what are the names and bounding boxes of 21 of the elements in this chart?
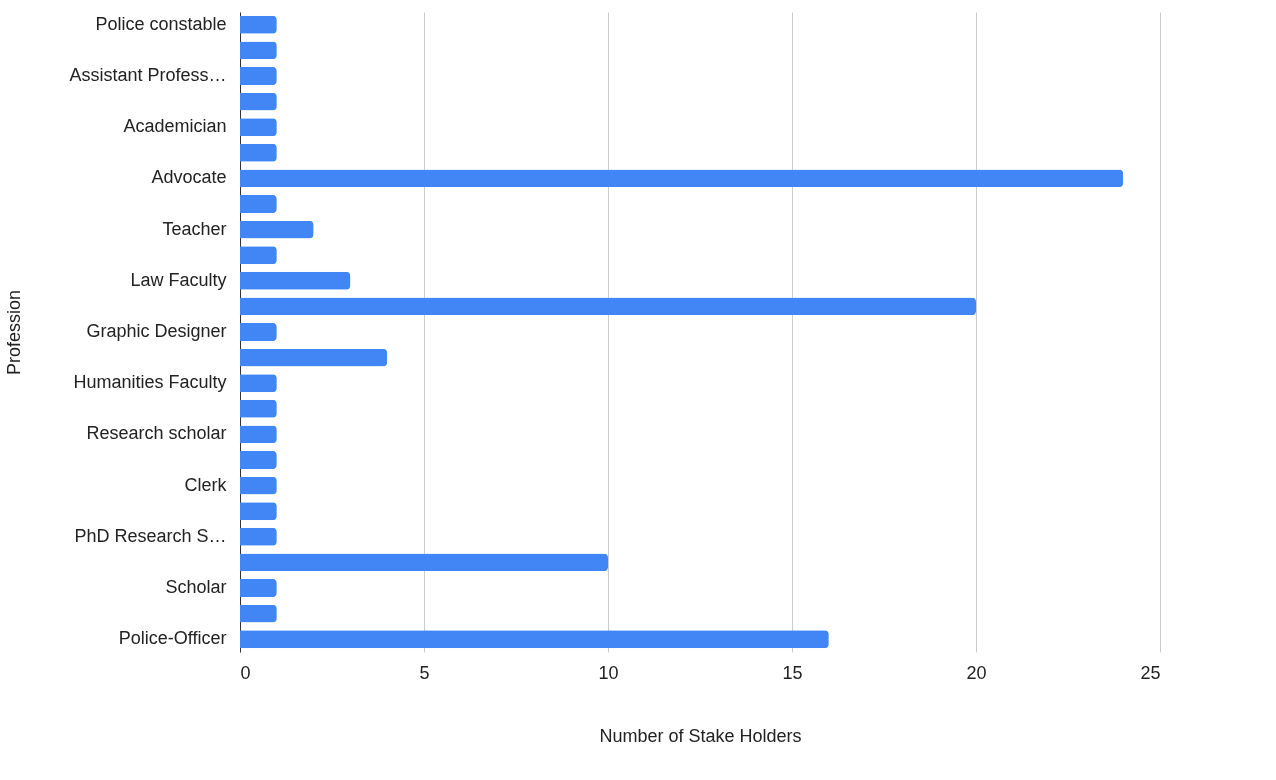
y-tick-label: Research scholar (86, 423, 227, 444)
y-tick-label: PhD Research S… (74, 525, 227, 546)
y-tick-label: Advocate (151, 167, 227, 188)
y-tick-label: Assistant Profess… (69, 65, 227, 85)
x-tick-label: 10 (598, 662, 619, 683)
y-tick-label: Police constable (95, 13, 227, 34)
y-tick-label: Scholar (165, 577, 227, 597)
x-tick-label: 0 (240, 662, 251, 683)
y-tick-label: Law Faculty (130, 269, 227, 290)
x-tick-label: 5 (419, 662, 430, 683)
y-tick-label: Police-Officer (118, 628, 227, 649)
x-tick-label: 15 (782, 662, 803, 683)
x-axis-title: Number of Stake Holders (599, 725, 802, 746)
y-tick-label: Graphic Designer (86, 321, 227, 341)
x-tick-label: 25 (1140, 662, 1161, 683)
x-tick-label: 20 (966, 662, 987, 683)
y-tick-label: Academician (123, 116, 227, 137)
y-tick-label: Humanities Faculty (73, 372, 227, 393)
y-axis-title: Profession (4, 289, 25, 376)
y-tick-label: Teacher (162, 218, 227, 239)
y-tick-label: Clerk (184, 474, 228, 495)
